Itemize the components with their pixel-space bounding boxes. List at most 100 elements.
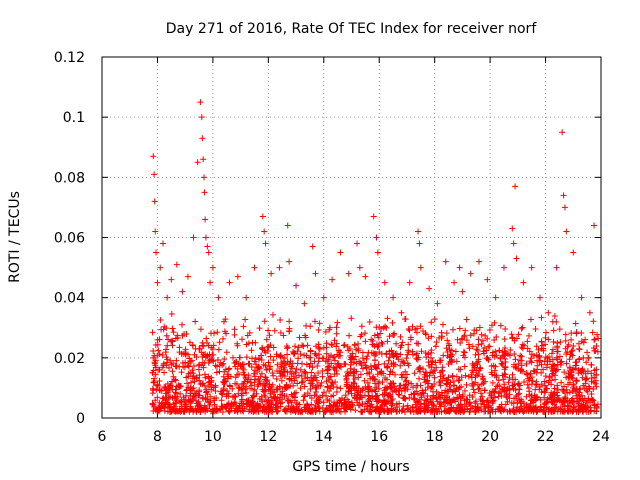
data-point-bulk	[591, 402, 598, 409]
data-point-bulk	[568, 330, 575, 337]
data-point-bulk	[355, 402, 362, 409]
data-point-bulk	[267, 363, 274, 370]
data-points	[149, 99, 602, 415]
data-point-bulk	[530, 397, 537, 404]
data-point-bulk	[520, 408, 527, 415]
data-point	[442, 258, 449, 265]
data-point-bulk	[167, 382, 174, 389]
data-point-bulk	[298, 372, 305, 379]
data-point	[301, 300, 308, 307]
data-point-bulk	[205, 359, 212, 366]
data-point-bulk	[537, 396, 544, 403]
data-point-bulk	[456, 407, 463, 414]
data-point-bulk	[585, 383, 592, 390]
data-point-bulk	[333, 340, 340, 347]
data-point-bulk	[447, 379, 454, 386]
data-point	[561, 204, 568, 211]
data-point-bulk	[461, 397, 468, 404]
data-point-bulk	[367, 408, 374, 415]
y-tick-label: 0.02	[54, 351, 85, 367]
data-point-bulk	[560, 408, 567, 415]
data-point-bulk	[548, 350, 555, 357]
data-point-bulk	[483, 355, 490, 362]
data-point-bulk	[173, 357, 180, 364]
data-point-bulk	[331, 337, 338, 344]
data-point-bulk	[474, 404, 481, 411]
data-point-bulk	[307, 386, 314, 393]
data-point-bulk	[453, 358, 460, 365]
data-point	[251, 264, 258, 271]
data-point-bulk	[196, 372, 203, 379]
data-point-bulk	[207, 381, 214, 388]
data-point-bulk	[355, 385, 362, 392]
data-point-bulk	[315, 327, 322, 334]
data-point-bulk	[455, 408, 462, 415]
data-point-bulk	[269, 370, 276, 377]
data-point	[262, 240, 269, 247]
data-point-bulk	[431, 374, 438, 381]
data-point-bulk	[218, 397, 225, 404]
data-point-bulk	[281, 355, 288, 362]
data-point-bulk	[509, 335, 516, 342]
data-point-bulk	[323, 350, 330, 357]
data-point-bulk	[296, 334, 303, 341]
data-point-bulk	[256, 377, 263, 384]
data-point-bulk	[272, 404, 279, 411]
data-point-bulk	[499, 385, 506, 392]
data-point-bulk	[489, 349, 496, 356]
data-point-bulk	[515, 391, 522, 398]
data-point-bulk	[438, 329, 445, 336]
data-point-bulk	[160, 326, 167, 333]
data-point-bulk	[172, 377, 179, 384]
data-point-bulk	[332, 379, 339, 386]
data-point-bulk	[282, 384, 289, 391]
data-point-bulk	[414, 356, 421, 363]
x-tick-label: 22	[537, 429, 555, 445]
data-point-bulk	[550, 338, 557, 345]
data-point-bulk	[190, 363, 197, 370]
data-point-bulk	[239, 336, 246, 343]
data-point	[513, 255, 520, 262]
data-point-bulk	[328, 382, 335, 389]
data-point-bulk	[297, 366, 304, 373]
data-point-bulk	[451, 396, 458, 403]
data-point-bulk	[351, 341, 358, 348]
data-point-bulk	[185, 370, 192, 377]
data-point-bulk	[450, 326, 457, 333]
data-point	[150, 153, 157, 160]
data-point-bulk	[175, 382, 182, 389]
data-point-bulk	[199, 381, 206, 388]
data-point-bulk	[379, 401, 386, 408]
data-point-bulk	[214, 329, 221, 336]
data-point-bulk	[403, 377, 410, 384]
data-point-bulk	[169, 337, 176, 344]
data-point-bulk	[486, 343, 493, 350]
data-point-bulk	[374, 403, 381, 410]
data-point-bulk	[357, 393, 364, 400]
data-point-bulk	[456, 325, 463, 332]
data-point-bulk	[409, 404, 416, 411]
data-point-bulk	[554, 343, 561, 350]
data-point-bulk	[583, 375, 590, 382]
data-point-bulk	[542, 373, 549, 380]
data-point-bulk	[447, 358, 454, 365]
data-point-bulk	[413, 382, 420, 389]
data-point-bulk	[512, 386, 519, 393]
data-point-bulk	[288, 399, 295, 406]
data-point-bulk	[197, 326, 204, 333]
data-point	[234, 273, 241, 280]
data-point-bulk	[190, 385, 197, 392]
data-point-bulk	[333, 384, 340, 391]
data-point	[354, 240, 361, 247]
data-point-bulk	[553, 354, 560, 361]
data-point-bulk	[150, 407, 157, 414]
data-point-bulk	[442, 407, 449, 414]
data-point-bulk	[463, 337, 470, 344]
data-point-bulk	[176, 344, 183, 351]
data-point-bulk	[297, 385, 304, 392]
data-point	[259, 213, 266, 220]
data-point-bulk	[571, 403, 578, 410]
data-point-bulk	[452, 388, 459, 395]
data-point-bulk	[263, 378, 270, 385]
data-point-bulk	[489, 379, 496, 386]
